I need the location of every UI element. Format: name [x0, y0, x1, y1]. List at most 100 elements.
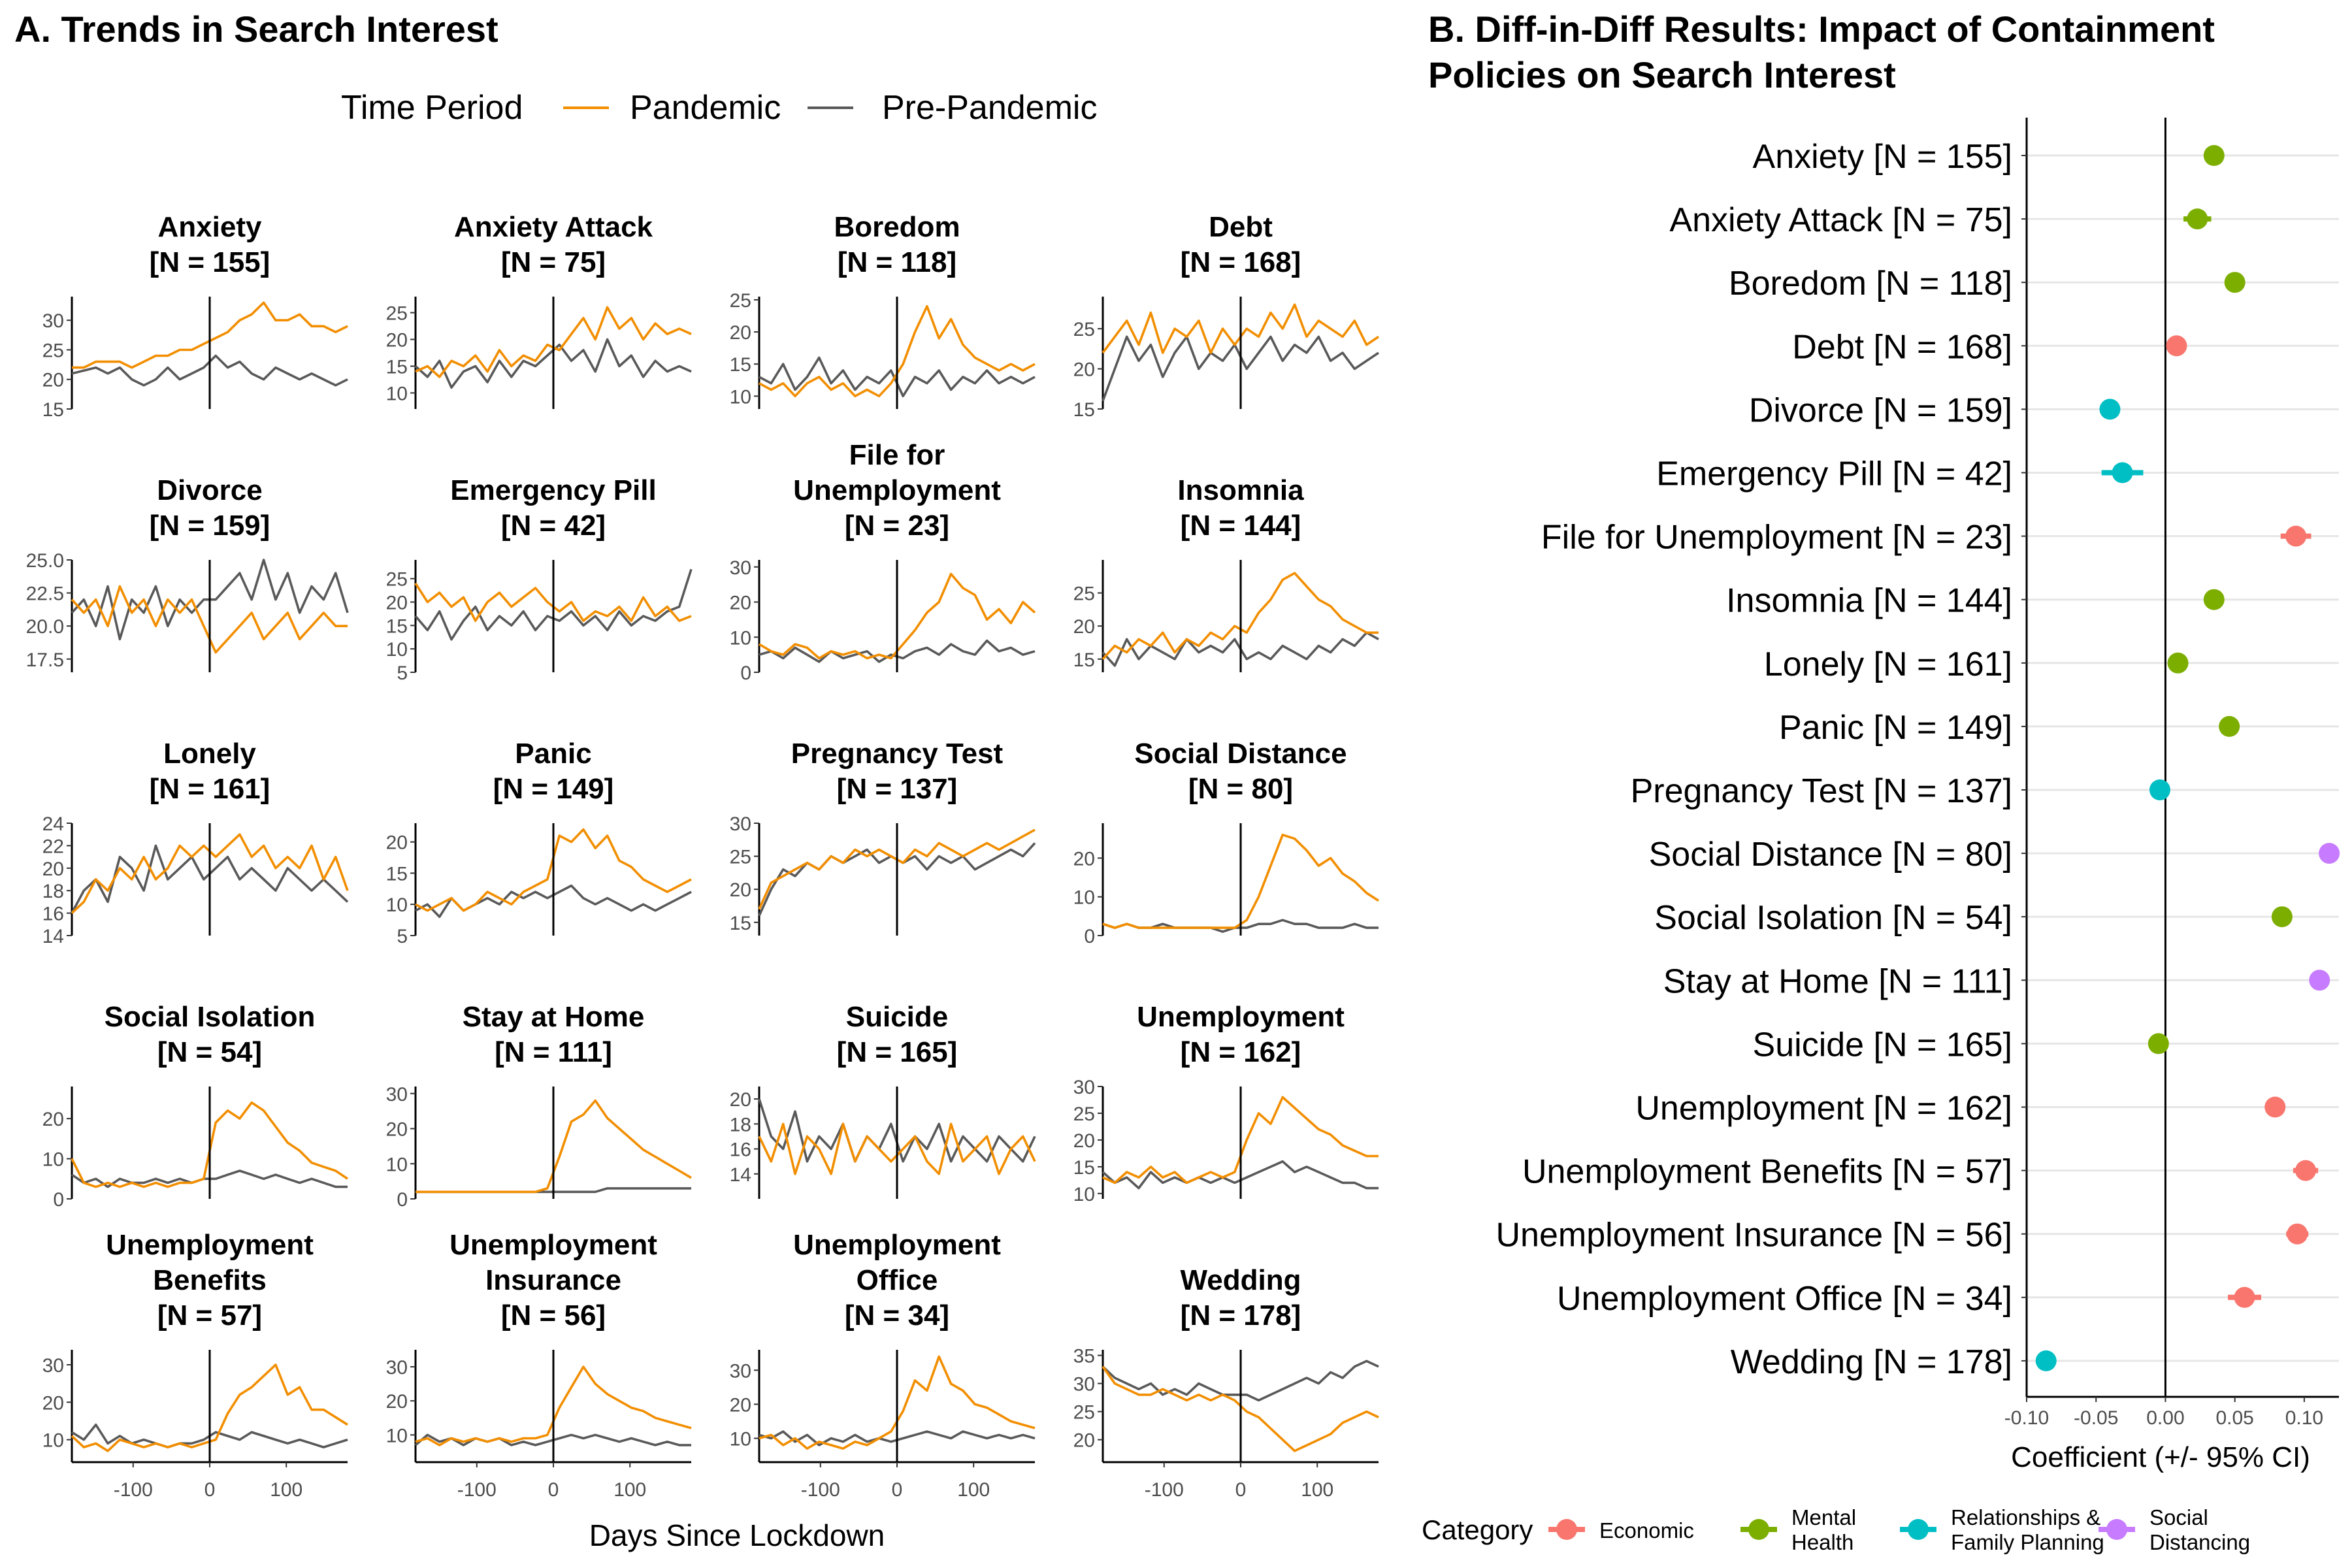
y-tick-label: 35: [1073, 1346, 1095, 1367]
facet-title-line: [N = 54]: [157, 1036, 262, 1068]
coefficient-point: [2271, 906, 2293, 928]
term-label: Social Isolation [N = 54]: [1654, 899, 2012, 937]
facet-title-line: [N = 111]: [495, 1036, 612, 1068]
y-tick-label: 15: [386, 356, 408, 378]
coefficient-point: [2187, 208, 2208, 230]
y-tick-label: 10: [386, 1154, 408, 1175]
x-tick-label: -0.10: [2004, 1407, 2049, 1429]
coefficient-point: [2099, 399, 2121, 420]
coefficient-point: [2166, 335, 2187, 357]
coefficient-point: [2112, 462, 2133, 483]
term-label: Social Distance [N = 80]: [1649, 836, 2012, 874]
y-tick-label: 20: [42, 1109, 64, 1130]
facet-title-line: Lonely: [163, 738, 256, 770]
x-tick-label: 100: [613, 1479, 646, 1501]
facet-title-line: [N = 42]: [501, 510, 606, 542]
legend-label-line: Distancing: [2149, 1530, 2250, 1554]
facet-wedding-n-178: Wedding[N = 178] 20 25 30 35 -100 0 100: [1073, 1264, 1379, 1501]
facet-title-line: [N = 75]: [501, 246, 606, 278]
term-label: Boredom [N = 118]: [1729, 265, 2012, 302]
facet-title-line: [N = 155]: [150, 246, 270, 278]
facet-title-line: [N = 56]: [501, 1299, 606, 1331]
term-label: Unemployment Benefits [N = 57]: [1522, 1153, 2012, 1191]
facet-title-line: Unemployment: [793, 1229, 1001, 1261]
legend-key-dot: [2106, 1519, 2127, 1540]
facet-title-line: [N = 23]: [845, 510, 949, 542]
y-tick-label: 20: [1073, 1430, 1095, 1452]
y-tick-label: 10: [730, 627, 751, 649]
panel-b-legend: Category Economic Mental Health Relationship…: [1422, 1505, 2250, 1554]
y-tick-label: 25: [386, 569, 408, 591]
y-tick-label: 25: [1073, 1402, 1095, 1424]
y-tick-label: 25: [730, 847, 751, 868]
y-tick-label: 30: [42, 310, 64, 332]
y-tick-label: 20: [386, 1119, 408, 1141]
y-tick-label: 15: [730, 913, 751, 934]
y-tick-label: 25: [1073, 319, 1095, 340]
facet-title-line: [N = 137]: [837, 773, 958, 805]
facet-title-line: Debt: [1209, 211, 1273, 243]
y-tick-label: 30: [730, 813, 751, 835]
facet-title-line: [N = 144]: [1181, 510, 1301, 542]
y-tick-label: 25: [386, 303, 408, 325]
term-label: Wedding [N = 178]: [1731, 1343, 2012, 1381]
legend-label-line: Relationships &: [1951, 1505, 2100, 1529]
y-tick-label: 20: [1073, 848, 1095, 870]
x-tick-label: 0: [1235, 1479, 1247, 1501]
legend-label: Mental Health: [1791, 1505, 1856, 1554]
facet-title-line: [N = 34]: [845, 1299, 949, 1331]
y-tick-label: 20: [386, 1391, 408, 1413]
y-tick-label: 30: [386, 1357, 408, 1379]
facet-title-line: [N = 168]: [1181, 246, 1301, 278]
y-tick-label: 20: [1073, 359, 1095, 381]
legend-label-pandemic: Pandemic: [630, 89, 781, 127]
term-label: Insomnia [N = 144]: [1726, 582, 2012, 620]
x-tick-label: 100: [1301, 1479, 1333, 1501]
legend-title: Time Period: [341, 89, 523, 127]
facet-social-distance-n-80: Social Distance[N = 80] 0 10 20: [1073, 738, 1379, 947]
facet-title-line: [N = 178]: [1181, 1299, 1301, 1331]
y-tick-label: 30: [1073, 1077, 1095, 1098]
x-tick-label: 0.05: [2215, 1407, 2253, 1429]
x-tick-label: -100: [114, 1479, 153, 1501]
y-tick-label: 25.0: [26, 550, 64, 572]
y-tick-label: 10: [386, 894, 408, 916]
term-label: Stay at Home [N = 111]: [1663, 962, 2012, 1000]
y-tick-label: 10: [1073, 1184, 1095, 1205]
y-tick-label: 14: [42, 926, 64, 947]
facet-debt-n-168: Debt[N = 168] 15 20 25: [1073, 211, 1380, 421]
x-tick-label: 0: [204, 1479, 216, 1501]
term-label: Unemployment Office [N = 34]: [1557, 1280, 2012, 1318]
y-tick-label: 17.5: [26, 649, 64, 671]
y-tick-label: 20: [42, 1392, 64, 1414]
x-tick-label: -100: [1145, 1479, 1184, 1501]
facet-title-line: Wedding: [1181, 1264, 1301, 1296]
y-tick-label: 16: [42, 904, 64, 925]
facet-title-line: Unemployment: [1137, 1001, 1345, 1033]
y-tick-label: 0: [740, 662, 751, 684]
y-tick-label: 15: [1073, 649, 1095, 671]
coefficient-point: [2295, 1160, 2317, 1181]
y-tick-label: 30: [42, 1355, 64, 1377]
coefficient-point: [2203, 145, 2225, 166]
y-tick-label: 15: [386, 863, 408, 885]
facet-pregnancy-test-n-137: Pregnancy Test[N = 137] 15 20 25 30: [730, 738, 1036, 936]
y-tick-label: 30: [730, 1360, 751, 1382]
facet-title-line: Anxiety Attack: [454, 211, 653, 243]
y-tick-label: 0: [1084, 926, 1095, 947]
y-tick-label: 20: [42, 858, 64, 880]
y-tick-label: 20: [730, 593, 751, 614]
term-label: Anxiety Attack [N = 75]: [1669, 201, 2012, 239]
y-tick-label: 14: [730, 1164, 751, 1186]
y-tick-label: 20: [730, 1089, 751, 1111]
term-label: Lonely [N = 161]: [1764, 645, 2012, 683]
facet-title-line: Office: [857, 1264, 938, 1296]
y-tick-label: 10: [42, 1430, 64, 1452]
term-label: Pregnancy Test [N = 137]: [1631, 772, 2012, 810]
facet-title-line: Stay at Home: [463, 1001, 645, 1033]
y-tick-label: 15: [730, 354, 751, 376]
panel-b-dot-plot: Anxiety [N = 155] Anxiety Attack [N = 75]…: [1495, 118, 2340, 1429]
